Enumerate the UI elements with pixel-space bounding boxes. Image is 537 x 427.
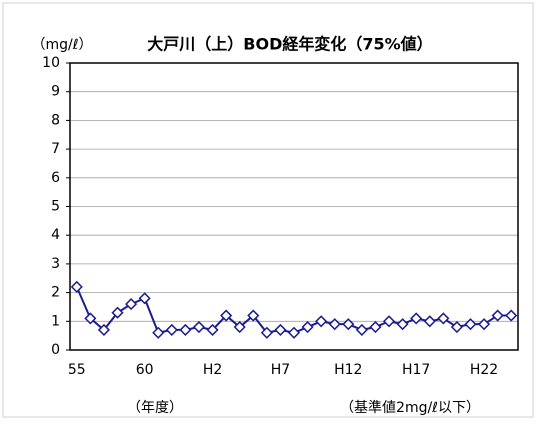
point-marker (260, 326, 273, 339)
y-tick-label: 4 (51, 227, 60, 243)
x-tick-label: H22 (470, 362, 498, 378)
point-marker (138, 292, 151, 305)
point-marker (233, 320, 246, 334)
point-marker (369, 320, 382, 334)
plot-area (69, 62, 519, 351)
point-marker (450, 320, 463, 334)
y-tick-label: 6 (51, 170, 60, 186)
point-marker (287, 326, 301, 339)
point-marker (423, 315, 436, 328)
point-marker (179, 323, 192, 336)
y-tick-label: 5 (51, 199, 60, 215)
point-marker (274, 323, 287, 336)
y-tick-label: 8 (51, 112, 60, 128)
x-tick-label: 55 (68, 362, 86, 378)
y-axis-label: （mg/ℓ） (31, 37, 92, 53)
y-tick-label: 10 (42, 55, 60, 71)
x-axis-label: （年度） (127, 400, 183, 416)
point-marker (410, 312, 423, 325)
point-marker (491, 309, 504, 322)
y-tick-label: 2 (51, 285, 60, 301)
point-marker (152, 326, 165, 339)
point-marker (220, 309, 233, 322)
x-tick-label: H17 (402, 362, 430, 378)
y-tick-label: 0 (51, 342, 60, 358)
point-marker (328, 318, 341, 331)
point-marker (70, 280, 83, 293)
x-tick-label: H7 (271, 362, 290, 378)
point-marker (505, 309, 518, 322)
point-marker (84, 312, 97, 325)
point-marker (165, 323, 178, 336)
y-tick-label: 1 (51, 313, 60, 329)
point-marker (315, 315, 328, 328)
point-marker (247, 309, 260, 322)
chart-title: 大戸川（上）BOD経年変化（75%値） (147, 35, 432, 54)
point-marker (97, 323, 110, 336)
y-tick-label: 3 (51, 256, 60, 272)
y-tick-label: 7 (51, 141, 60, 157)
point-marker (342, 318, 355, 331)
annotation: （基準値2mg/ℓ以下） (340, 399, 480, 416)
point-marker (396, 318, 409, 331)
point-marker (437, 312, 450, 325)
point-marker (478, 318, 491, 331)
x-tick-label: 60 (136, 362, 154, 378)
point-marker (301, 320, 314, 334)
point-marker (192, 320, 206, 334)
point-marker (111, 306, 124, 319)
y-tick-label: 9 (51, 84, 60, 100)
point-marker (464, 318, 477, 331)
point-marker (355, 323, 368, 336)
x-tick-label: H12 (334, 362, 362, 378)
frame (2, 2, 534, 418)
x-tick-label: H2 (203, 362, 222, 378)
point-marker (125, 298, 138, 311)
point-marker (382, 315, 396, 328)
point-marker (206, 323, 219, 336)
